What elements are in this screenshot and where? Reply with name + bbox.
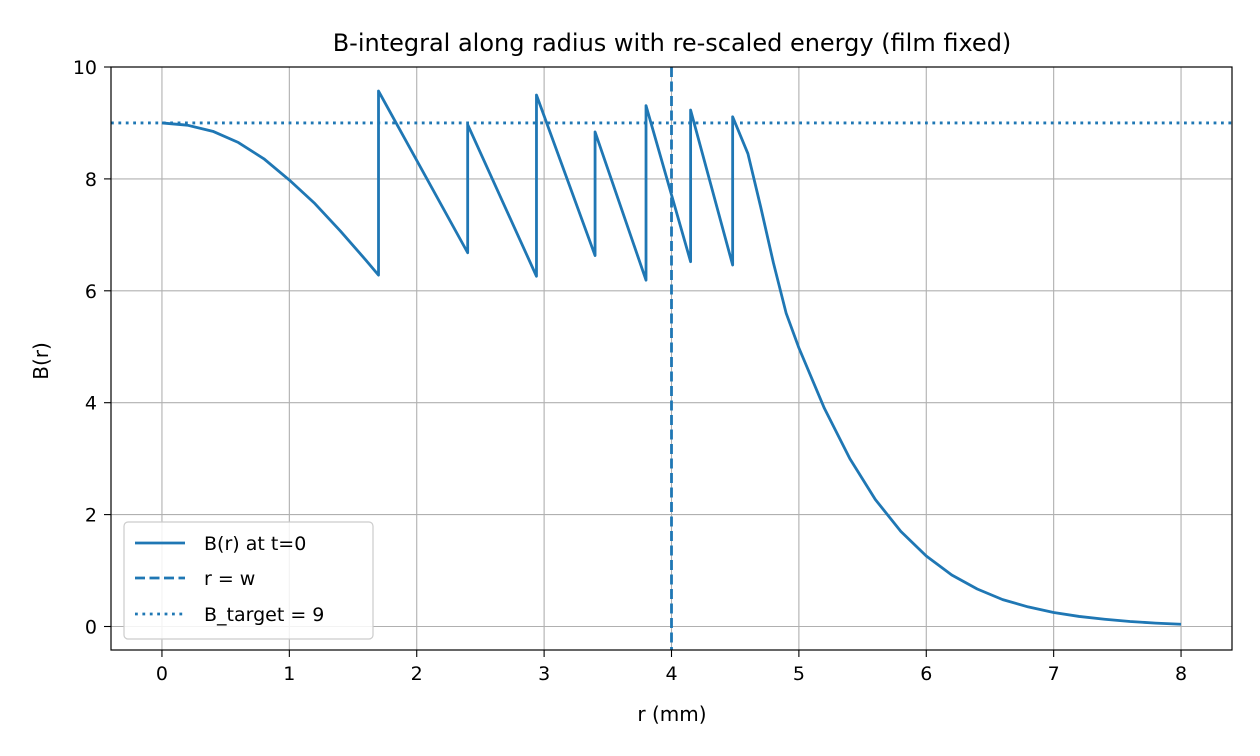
x-tick-label: 0 [156,663,168,685]
y-tick-label: 0 [85,617,97,639]
x-tick-label: 1 [283,663,295,685]
x-tick-label: 2 [411,663,423,685]
x-tick-label: 4 [665,663,677,685]
legend-label-b-target: B_target = 9 [204,604,324,626]
axis-ticks: 0 1 2 3 4 5 6 7 8 0 2 4 6 8 10 [73,57,1187,685]
x-tick-label: 7 [1048,663,1060,685]
x-tick-label: 3 [538,663,550,685]
x-tick-label: 6 [920,663,932,685]
y-axis-label: B(r) [29,342,53,380]
y-tick-label: 4 [85,393,97,415]
y-tick-label: 8 [85,169,97,191]
x-tick-label: 8 [1175,663,1187,685]
series-line-b-r [161,89,1182,626]
x-tick-label: 5 [793,663,805,685]
legend-box [123,521,374,640]
legend: B(r) at t=0 r = w B_target = 9 [123,521,374,640]
plot-lines [111,67,1232,650]
y-tick-label: 10 [73,57,97,79]
y-tick-label: 6 [85,281,97,303]
x-axis-label: r (mm) [637,702,706,726]
y-tick-label: 2 [85,505,97,527]
legend-label-b-r: B(r) at t=0 [204,533,306,555]
legend-label-r-w: r = w [204,568,255,590]
chart-title: B-integral along radius with re-scaled e… [333,29,1012,57]
